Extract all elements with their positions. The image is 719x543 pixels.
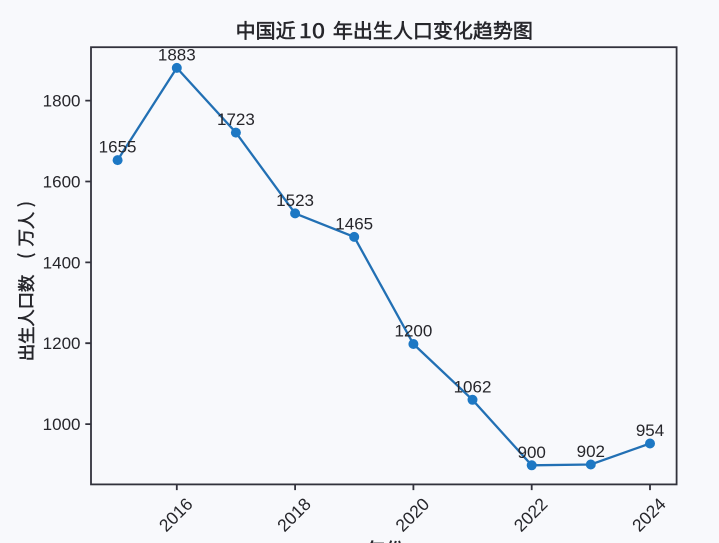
svg-text:900: 900 bbox=[518, 443, 546, 462]
svg-text:1723: 1723 bbox=[217, 110, 255, 129]
svg-text:1062: 1062 bbox=[454, 377, 492, 396]
svg-text:1465: 1465 bbox=[335, 214, 373, 233]
svg-text:1200: 1200 bbox=[394, 322, 432, 341]
svg-text:954: 954 bbox=[636, 421, 664, 440]
svg-text:1883: 1883 bbox=[158, 45, 196, 64]
svg-text:1523: 1523 bbox=[276, 191, 314, 210]
svg-text:902: 902 bbox=[577, 442, 605, 461]
svg-text:1655: 1655 bbox=[99, 138, 137, 157]
svg-text:1200: 1200 bbox=[43, 334, 81, 353]
svg-text:1600: 1600 bbox=[43, 172, 81, 191]
svg-text:1400: 1400 bbox=[43, 253, 81, 272]
svg-text:1000: 1000 bbox=[43, 415, 81, 434]
svg-text:1800: 1800 bbox=[43, 92, 81, 111]
